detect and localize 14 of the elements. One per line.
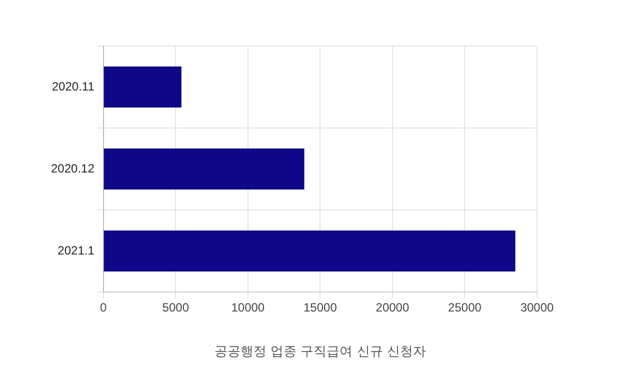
x-tick-label: 0 xyxy=(100,300,108,315)
x-axis-title: 공공행정 업종 구직급여 신규 신청자 xyxy=(214,344,426,360)
x-tick-label: 5000 xyxy=(162,300,190,315)
x-tick-label: 30000 xyxy=(520,300,554,315)
bar xyxy=(104,148,304,190)
x-tick-label: 25000 xyxy=(448,300,482,315)
x-tick-label: 10000 xyxy=(231,300,265,315)
x-tick-label: 15000 xyxy=(304,300,338,315)
x-tick-label: 20000 xyxy=(376,300,410,315)
y-tick-label: 2020.11 xyxy=(52,79,95,94)
y-tick-label: 2021.1 xyxy=(58,243,95,258)
y-tick-label: 2020.12 xyxy=(50,161,95,176)
bar xyxy=(104,230,516,272)
bar xyxy=(104,66,182,108)
